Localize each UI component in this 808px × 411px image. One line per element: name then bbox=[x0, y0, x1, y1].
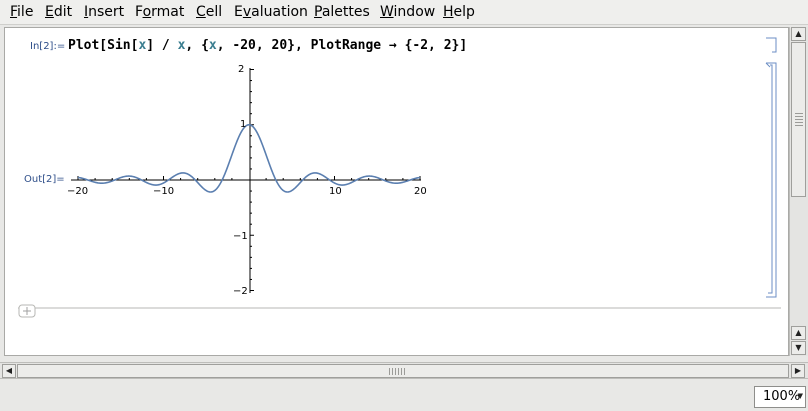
menu-help-accel: H bbox=[443, 4, 454, 20]
status-bar: 100% ▼ bbox=[0, 380, 808, 411]
grip-line bbox=[398, 368, 399, 375]
menu-window-rest: indow bbox=[393, 4, 436, 20]
menu-format-rest: rmat bbox=[151, 4, 185, 20]
input-var-3: x bbox=[208, 38, 217, 53]
scroll-up-button-lower[interactable]: ▲ bbox=[791, 326, 806, 340]
input-part-4: , -20, 20}, PlotRange → {-2, 2}] bbox=[216, 38, 468, 53]
bracket-tag bbox=[765, 62, 771, 68]
grip-line bbox=[795, 122, 803, 123]
y-tick-label: −2 bbox=[233, 286, 248, 297]
scroll-left-button[interactable]: ◀ bbox=[2, 364, 16, 378]
grip-line bbox=[395, 368, 396, 375]
menu-evaluation[interactable]: Evaluation bbox=[234, 4, 308, 20]
plot-curve bbox=[77, 123, 421, 193]
menu-bar: File Edit Insert Format Cell Evaluation … bbox=[0, 0, 808, 25]
horizontal-scrollbar[interactable]: ◀ ▶ bbox=[0, 362, 808, 379]
output-cell-bracket[interactable] bbox=[766, 62, 777, 298]
menu-window-accel: W bbox=[380, 4, 394, 20]
output-cell-bracket-inner bbox=[768, 64, 773, 294]
y-tick-label: 1 bbox=[240, 119, 247, 130]
menu-help[interactable]: Help bbox=[443, 4, 475, 20]
menu-format[interactable]: Format bbox=[135, 4, 184, 20]
horizontal-scroll-thumb[interactable] bbox=[17, 364, 789, 378]
grip-line bbox=[389, 368, 390, 375]
zoom-selector[interactable]: 100% ▼ bbox=[754, 386, 806, 408]
menu-insert-rest: nsert bbox=[88, 4, 125, 20]
menu-palettes-accel: P bbox=[314, 4, 322, 20]
x-tick-label: 10 bbox=[329, 186, 342, 197]
menu-format-accel: o bbox=[142, 4, 152, 20]
grip-line bbox=[795, 113, 803, 114]
menu-evaluation-pre: E bbox=[234, 4, 243, 20]
menu-file[interactable]: File bbox=[10, 4, 33, 20]
plot-ticks bbox=[77, 69, 421, 291]
menu-cell[interactable]: Cell bbox=[196, 4, 222, 20]
zoom-value: 100% bbox=[763, 389, 801, 404]
input-var-1: x bbox=[138, 38, 147, 53]
input-var-2: x bbox=[177, 38, 186, 53]
menu-format-pre: F bbox=[135, 4, 143, 20]
output-label: Out[2]= bbox=[24, 174, 65, 185]
scroll-down-button[interactable]: ▼ bbox=[791, 341, 806, 355]
menu-help-rest: elp bbox=[453, 4, 475, 20]
scroll-up-button[interactable]: ▲ bbox=[791, 27, 806, 41]
menu-edit-rest: dit bbox=[53, 4, 73, 20]
dropdown-caret-icon: ▼ bbox=[797, 392, 803, 400]
x-tick-label: 20 bbox=[414, 186, 427, 197]
y-tick-label: −1 bbox=[233, 231, 248, 242]
menu-cell-rest: ell bbox=[205, 4, 223, 20]
menu-evaluation-accel: v bbox=[242, 4, 252, 20]
menu-palettes[interactable]: Palettes bbox=[314, 4, 370, 20]
input-expression[interactable]: Plot[Sin[x] / x, {x, -20, 20}, PlotRange… bbox=[68, 38, 467, 53]
input-label: In[2]:= bbox=[30, 41, 66, 52]
x-tick-label: −10 bbox=[153, 186, 175, 197]
menu-window[interactable]: Window bbox=[380, 4, 435, 20]
grip-line bbox=[795, 125, 803, 126]
menu-insert-accel: I bbox=[84, 4, 89, 20]
notebook-area[interactable] bbox=[4, 27, 789, 356]
menu-edit[interactable]: Edit bbox=[45, 4, 72, 20]
menu-cell-accel: C bbox=[196, 4, 206, 20]
grip-line bbox=[795, 119, 803, 120]
y-tick-label: 2 bbox=[238, 64, 245, 75]
input-cell-bracket[interactable] bbox=[766, 37, 777, 53]
input-part-1: Plot[Sin[ bbox=[68, 38, 139, 53]
menu-file-rest: ile bbox=[17, 4, 34, 20]
menu-file-accel: F bbox=[10, 4, 18, 20]
grip-line bbox=[392, 368, 393, 375]
scroll-right-button[interactable]: ▶ bbox=[791, 364, 805, 378]
menu-palettes-rest: alettes bbox=[321, 4, 370, 20]
grip-line bbox=[795, 116, 803, 117]
input-part-3: , { bbox=[185, 38, 209, 53]
menu-edit-accel: E bbox=[45, 4, 54, 20]
input-part-2: ] / bbox=[146, 38, 178, 53]
vertical-scrollbar[interactable]: ▲ ▲ ▼ bbox=[789, 27, 808, 356]
grip-line bbox=[401, 368, 402, 375]
vertical-scroll-thumb[interactable] bbox=[791, 42, 806, 197]
menu-insert[interactable]: Insert bbox=[84, 4, 124, 20]
x-tick-label: −20 bbox=[67, 186, 89, 197]
grip-line bbox=[404, 368, 405, 375]
menu-evaluation-rest: aluation bbox=[251, 4, 308, 20]
